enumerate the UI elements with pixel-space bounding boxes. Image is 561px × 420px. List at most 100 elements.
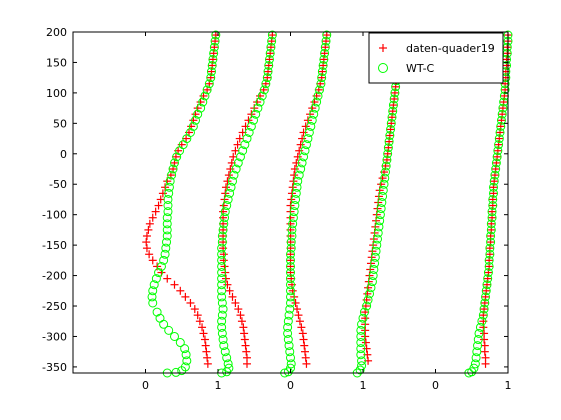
data-point-circle	[486, 231, 496, 241]
data-point-circle	[317, 67, 327, 77]
data-point-circle	[387, 112, 397, 122]
data-point-circle	[287, 225, 297, 235]
x-tick-label: 0	[287, 379, 294, 392]
data-point-plus	[319, 55, 328, 64]
data-point-plus	[264, 61, 273, 70]
data-point-plus	[385, 131, 394, 140]
data-point-plus	[187, 122, 196, 131]
data-point-plus	[290, 165, 299, 174]
data-point-plus	[163, 274, 172, 283]
y-tick-label: 50	[53, 117, 67, 130]
data-point-circle	[266, 42, 276, 52]
data-point-circle	[286, 261, 295, 271]
data-point-circle	[500, 79, 510, 89]
data-point-circle	[472, 347, 482, 357]
data-point-plus	[388, 107, 397, 116]
data-point-circle	[175, 146, 185, 156]
data-point-circle	[293, 176, 303, 186]
data-point-circle	[171, 367, 181, 377]
data-point-plus	[266, 43, 275, 52]
data-point-circle	[286, 359, 296, 369]
data-point-circle	[219, 341, 229, 351]
data-point-circle	[284, 310, 294, 320]
data-point-plus	[299, 128, 308, 137]
data-point-circle	[217, 237, 227, 247]
data-point-circle	[222, 353, 232, 363]
data-point-circle	[498, 103, 508, 113]
data-point-circle	[485, 243, 495, 253]
data-point-circle	[283, 335, 293, 345]
data-point-circle	[489, 188, 498, 198]
data-point-circle	[388, 106, 398, 116]
data-point-circle	[492, 152, 502, 162]
data-point-plus	[199, 329, 208, 338]
data-point-circle	[474, 328, 484, 338]
data-point-circle	[383, 143, 393, 153]
x-tick-label: 1	[360, 379, 367, 392]
legend: daten-quader19 WT-C	[368, 32, 504, 84]
data-point-circle	[193, 109, 203, 119]
data-point-circle	[297, 158, 307, 168]
data-point-circle	[222, 367, 232, 377]
data-point-circle	[471, 353, 481, 363]
data-point-plus	[498, 104, 507, 113]
data-point-plus	[176, 286, 185, 295]
data-point-circle	[487, 213, 497, 223]
data-point-circle	[283, 322, 293, 332]
data-point-circle	[209, 42, 219, 52]
data-point-plus	[481, 292, 490, 301]
data-point-circle	[226, 182, 236, 192]
data-point-circle	[217, 249, 227, 259]
data-point-plus	[240, 329, 249, 338]
data-point-circle	[356, 331, 366, 341]
data-point-circle	[286, 274, 295, 284]
data-point-plus	[142, 238, 151, 247]
data-point-circle	[217, 280, 227, 290]
data-point-circle	[206, 67, 216, 77]
data-point-plus	[241, 122, 250, 131]
data-point-plus	[236, 311, 245, 320]
data-point-plus	[321, 43, 330, 52]
data-point-circle	[163, 201, 173, 211]
data-point-circle	[167, 170, 177, 180]
data-point-circle	[322, 30, 332, 40]
data-point-circle	[233, 158, 243, 168]
data-point-plus	[208, 55, 217, 64]
data-point-plus	[487, 225, 496, 234]
data-point-circle	[286, 353, 295, 363]
data-point-circle	[482, 280, 492, 290]
data-point-circle	[359, 307, 369, 317]
data-point-circle	[160, 249, 170, 259]
data-point-plus	[221, 183, 230, 192]
data-point-circle	[296, 164, 306, 174]
data-point-plus	[148, 256, 157, 265]
x-tick-label: 1	[505, 379, 512, 392]
data-point-circle	[286, 255, 295, 265]
data-point-circle	[491, 158, 501, 168]
data-point-plus	[142, 231, 151, 240]
data-point-circle	[356, 350, 366, 360]
data-point-circle	[496, 115, 506, 125]
data-point-circle	[267, 30, 277, 40]
data-point-circle	[389, 94, 399, 104]
data-point-circle	[204, 79, 214, 89]
data-point-circle	[366, 283, 376, 293]
data-point-circle	[218, 304, 228, 314]
data-point-circle	[480, 298, 490, 308]
data-point-plus	[317, 73, 326, 82]
data-point-plus	[225, 286, 234, 295]
data-point-plus	[203, 353, 212, 362]
x-tick-label: 0	[142, 379, 149, 392]
data-point-plus	[389, 101, 398, 110]
data-point-circle	[363, 295, 373, 305]
data-point-circle	[473, 335, 483, 345]
data-point-circle	[356, 325, 366, 335]
data-point-circle	[159, 319, 169, 329]
y-tick-label: -200	[42, 270, 67, 283]
data-point-plus	[189, 116, 198, 125]
data-point-plus	[195, 317, 204, 326]
data-point-circle	[356, 338, 366, 348]
data-point-plus	[480, 298, 489, 307]
data-point-plus	[480, 305, 489, 314]
data-point-circle	[375, 216, 385, 226]
